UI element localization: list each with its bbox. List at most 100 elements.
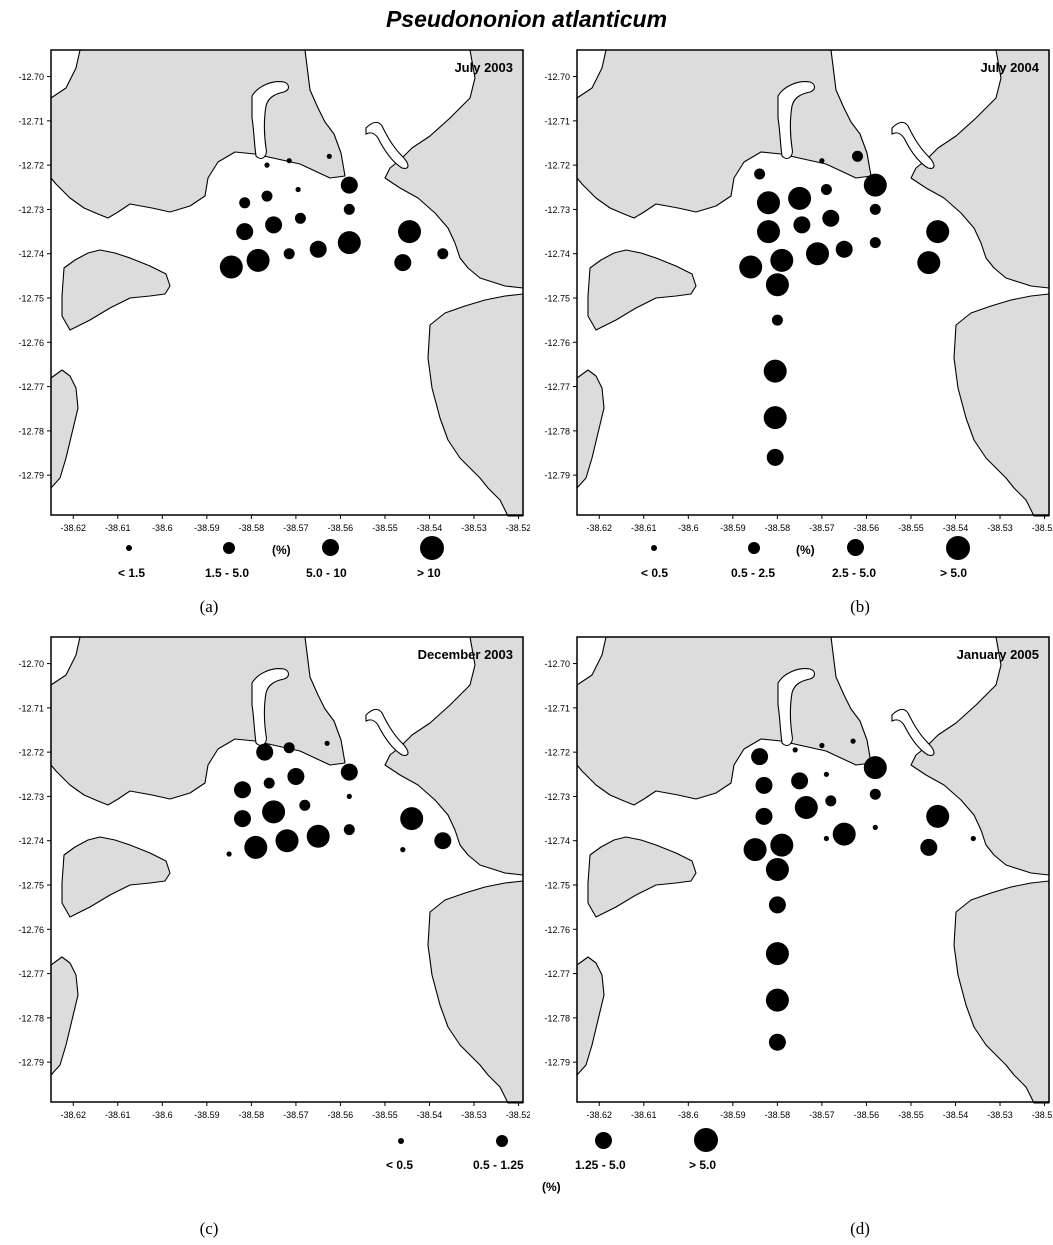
x-tick-label: -38.58 bbox=[765, 523, 791, 533]
x-tick-label: -38.54 bbox=[417, 1110, 443, 1120]
station-dot bbox=[234, 781, 251, 799]
y-tick-label: -12.73 bbox=[18, 792, 44, 802]
station-dot bbox=[244, 835, 268, 859]
x-tick-label: -38.58 bbox=[765, 1110, 791, 1120]
y-tick-label: -12.77 bbox=[544, 969, 570, 979]
x-tick-label: -38.55 bbox=[898, 523, 924, 533]
x-tick-label: -38.6 bbox=[678, 523, 699, 533]
y-tick-label: -12.73 bbox=[18, 205, 44, 215]
y-tick-label: -12.71 bbox=[544, 703, 570, 713]
land-polygon bbox=[61, 836, 171, 918]
station-dot bbox=[340, 176, 358, 194]
y-tick-label: -12.76 bbox=[544, 338, 570, 348]
legend-b-label-3: > 5.0 bbox=[940, 566, 968, 580]
legend-d-dot-0 bbox=[398, 1138, 404, 1144]
station-dot bbox=[970, 835, 976, 842]
stations-group bbox=[226, 740, 452, 859]
x-tick-label: -38.57 bbox=[283, 523, 309, 533]
station-dot bbox=[852, 150, 863, 162]
legend-d-label-0: < 0.5 bbox=[386, 1158, 414, 1172]
x-tick-label: -38.53 bbox=[987, 1110, 1013, 1120]
x-tick-label: -38.61 bbox=[631, 1110, 657, 1120]
stations-group bbox=[739, 150, 950, 466]
station-dot bbox=[793, 216, 811, 234]
station-dot bbox=[283, 248, 295, 260]
x-tick-label: -38.62 bbox=[60, 1110, 86, 1120]
x-tick-label: -38.61 bbox=[631, 523, 657, 533]
x-tick-label: -38.62 bbox=[60, 523, 86, 533]
x-tick-label: -38.59 bbox=[194, 523, 220, 533]
y-tick-label: -12.72 bbox=[544, 748, 570, 758]
x-tick-label: -38.62 bbox=[586, 523, 612, 533]
x-tick-label: -38.54 bbox=[943, 1110, 969, 1120]
map-panel-d: January 2005 -12.70 -12.71 -12.72 -12.73 -12.… bbox=[544, 636, 1053, 1120]
period-label: January 2005 bbox=[957, 647, 1039, 662]
x-tick-label: -38.57 bbox=[809, 523, 835, 533]
station-dot bbox=[757, 220, 780, 244]
station-dot bbox=[832, 822, 856, 846]
station-dot bbox=[765, 273, 789, 297]
station-dot bbox=[294, 212, 306, 224]
station-dot bbox=[825, 795, 837, 807]
legend-a-dot-3 bbox=[420, 536, 444, 560]
x-tick-label: -38.53 bbox=[987, 523, 1013, 533]
land-polygon bbox=[576, 369, 605, 489]
x-tick-label: -38.52 bbox=[506, 1110, 530, 1120]
land-polygon bbox=[587, 836, 697, 918]
river-channel-east bbox=[891, 121, 935, 169]
station-dot bbox=[287, 768, 305, 785]
x-tick-label: -38.52 bbox=[1032, 523, 1053, 533]
station-dot bbox=[309, 240, 327, 258]
station-dot bbox=[791, 772, 809, 790]
legend-d-dot-1 bbox=[496, 1135, 508, 1147]
station-dot bbox=[820, 184, 832, 195]
station-dot bbox=[819, 742, 825, 749]
x-tick-label: -38.52 bbox=[506, 523, 530, 533]
x-tick-label: -38.56 bbox=[854, 523, 880, 533]
river-channel bbox=[251, 81, 290, 159]
legend-a-label-1: 1.5 - 5.0 bbox=[205, 566, 250, 580]
station-dot bbox=[920, 838, 938, 856]
y-tick-label: -12.74 bbox=[18, 249, 44, 259]
legend-d-label-1: 0.5 - 1.25 bbox=[473, 1158, 524, 1172]
caption-c: (c) bbox=[199, 1219, 219, 1238]
legend-a-label-3: > 10 bbox=[417, 566, 441, 580]
station-dot bbox=[437, 248, 449, 260]
river-channel-east bbox=[365, 121, 409, 169]
x-tick-label: -38.53 bbox=[461, 523, 487, 533]
station-dot bbox=[765, 988, 789, 1012]
legend-a: (%) < 1.5 1.5 - 5.0 5.0 - 10 > 10 bbox=[0, 536, 530, 586]
land-polygon bbox=[953, 880, 1050, 1104]
y-tick-label: -12.71 bbox=[18, 703, 44, 713]
legend-b-label-0: < 0.5 bbox=[641, 566, 669, 580]
legend-b-dot-0 bbox=[651, 545, 657, 551]
legend-a-label-0: < 1.5 bbox=[118, 566, 146, 580]
station-dot bbox=[394, 254, 412, 272]
station-dot bbox=[295, 186, 301, 193]
station-dot bbox=[236, 223, 254, 241]
y-tick-label: -12.79 bbox=[18, 471, 44, 481]
land-polygon bbox=[576, 956, 605, 1076]
river-channel bbox=[777, 668, 816, 746]
y-tick-label: -12.77 bbox=[18, 969, 44, 979]
station-dot bbox=[264, 162, 270, 168]
legend-b: (%) < 0.5 0.5 - 2.5 2.5 - 5.0 > 5.0 bbox=[526, 536, 1053, 586]
period-label: July 2004 bbox=[980, 60, 1039, 75]
figure-title: Pseudononion atlanticum bbox=[385, 6, 668, 32]
x-tick-label: -38.59 bbox=[720, 523, 746, 533]
station-dot bbox=[755, 807, 773, 825]
y-tick-label: -12.79 bbox=[18, 1058, 44, 1068]
station-dot bbox=[234, 810, 251, 828]
stations-group bbox=[219, 153, 449, 279]
station-dot bbox=[850, 738, 856, 744]
station-dot bbox=[400, 807, 424, 831]
station-dot bbox=[219, 255, 243, 279]
y-tick-label: -12.77 bbox=[544, 382, 570, 392]
legend-b-label-1: 0.5 - 2.5 bbox=[731, 566, 776, 580]
legend-a-dot-2 bbox=[322, 539, 339, 556]
map-panel-c: December 2003 -12.70 -12.71 -12.72 -12.73 -12… bbox=[18, 636, 530, 1120]
legend-d-unit: (%) bbox=[542, 1180, 561, 1194]
x-tick-label: -38.55 bbox=[372, 1110, 398, 1120]
legend-d-label-2: 1.25 - 5.0 bbox=[575, 1158, 626, 1172]
station-dot bbox=[400, 847, 406, 853]
